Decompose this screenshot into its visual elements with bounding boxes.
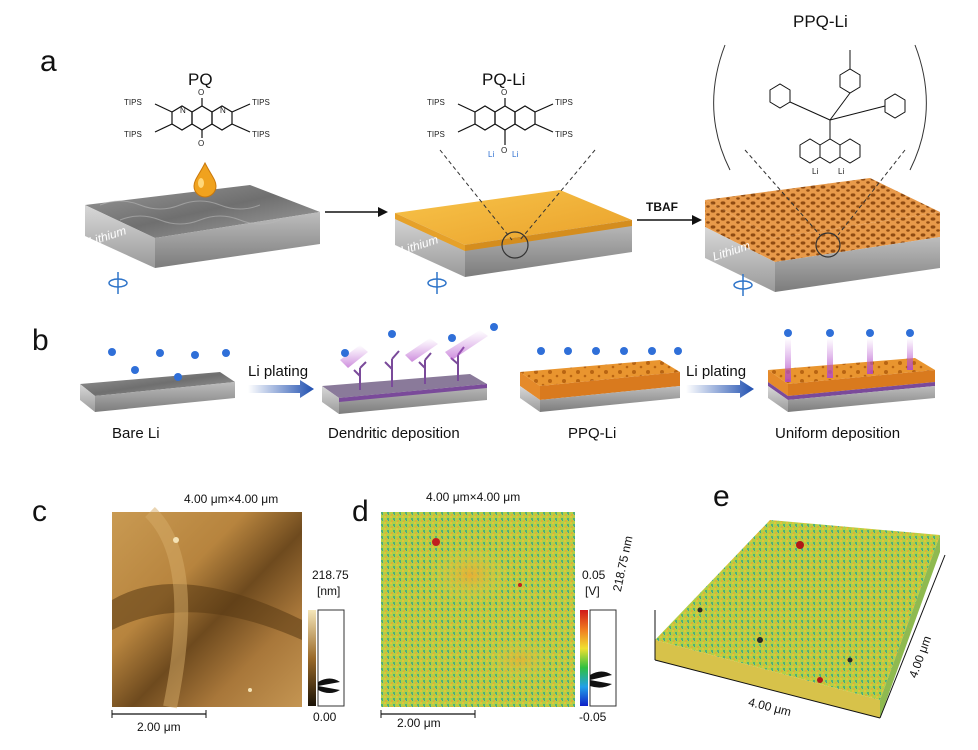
size-label-d: 4.00 μm×4.00 μm <box>426 490 521 504</box>
colorbar-d-unit: [V] <box>585 584 600 598</box>
surface-3d <box>655 520 940 718</box>
scalebar-d-label: 2.00 μm <box>397 716 441 730</box>
drop-icon <box>193 161 217 198</box>
colorbar-c-unit: [nm] <box>317 584 341 598</box>
colorbar-d-top: 0.05 <box>582 568 606 582</box>
block-pq-li <box>395 149 632 277</box>
block-ppq-li <box>705 44 940 292</box>
molecule-ppq-li <box>769 50 906 164</box>
block-pq <box>85 185 320 268</box>
colorbar-c-bottom: 0.00 <box>313 710 337 724</box>
panel-label-c: c <box>32 495 47 528</box>
plating-label-1: Li plating <box>248 363 309 380</box>
rotate-icon-3 <box>733 274 753 296</box>
rotate-icon-1 <box>108 272 128 294</box>
block-ppq-li-b <box>520 360 680 412</box>
li-ions <box>108 323 914 381</box>
tips-label-5: TIPS <box>427 98 445 107</box>
caption-ppq-li: PPQ-Li <box>568 425 617 442</box>
panel-label-d: d <box>352 495 369 528</box>
colorbar-d <box>580 609 617 707</box>
panel-label-a: a <box>40 45 57 78</box>
colorbar-c <box>308 609 345 707</box>
li-label-3: Li <box>812 167 819 176</box>
panel-label-e: e <box>713 480 730 513</box>
plating-label-2: Li plating <box>686 363 747 380</box>
scalebar-d <box>380 710 476 718</box>
panel-label-b: b <box>32 324 49 357</box>
tips-label-3: TIPS <box>124 130 142 139</box>
caption-bare-li: Bare Li <box>112 425 160 442</box>
tips-label-6: TIPS <box>555 98 573 107</box>
caption-dendritic: Dendritic deposition <box>328 425 460 442</box>
scalebar-c-label: 2.00 μm <box>137 720 181 734</box>
li-label-2: Li <box>512 150 519 159</box>
tbaf-label: TBAF <box>646 200 678 214</box>
li-label-1: Li <box>488 150 495 159</box>
molecule-pq-li <box>457 98 554 145</box>
block-uniform <box>768 338 935 412</box>
axes-3d <box>654 554 946 719</box>
size-label-c: 4.00 μm×4.00 μm <box>184 492 279 506</box>
arrow-plating-1 <box>248 380 314 398</box>
o-label-2: O <box>198 139 205 148</box>
title-ppq-li: PPQ-Li <box>793 12 848 31</box>
kpfm-potential-image <box>381 512 575 707</box>
title-pq: PQ <box>188 70 213 89</box>
tips-label-4: TIPS <box>252 130 270 139</box>
arrow-plating-2 <box>686 380 754 398</box>
tips-label-1: TIPS <box>124 98 142 107</box>
colorbar-c-top: 218.75 <box>312 568 349 582</box>
colorbar-d-bottom: -0.05 <box>579 710 607 724</box>
li-label-4: Li <box>838 167 845 176</box>
n-label-1: N <box>180 106 186 115</box>
afm-topography-image <box>112 506 302 709</box>
arrow-tbaf <box>637 215 702 225</box>
o-label-4: O <box>501 146 508 155</box>
title-pq-li: PQ-Li <box>482 70 526 89</box>
block-bare-li <box>80 372 235 412</box>
caption-uniform: Uniform deposition <box>775 425 901 442</box>
tips-label-8: TIPS <box>555 130 573 139</box>
n-label-2: N <box>220 106 226 115</box>
rotate-icon-2 <box>427 272 447 294</box>
tips-label-7: TIPS <box>427 130 445 139</box>
block-dendritic <box>322 330 488 414</box>
o-label-3: O <box>501 88 508 97</box>
molecule-pq <box>154 98 251 138</box>
o-label-1: O <box>198 88 205 97</box>
scalebar-c <box>111 710 207 718</box>
arrow-pq-to-pqli <box>325 207 388 217</box>
tips-label-2: TIPS <box>252 98 270 107</box>
